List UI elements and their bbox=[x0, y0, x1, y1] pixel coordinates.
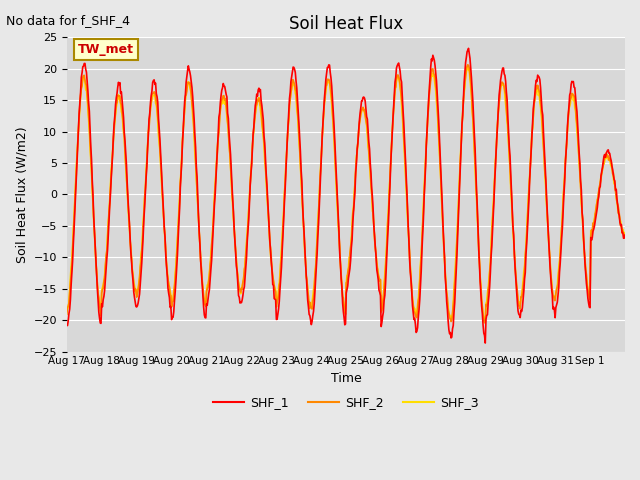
X-axis label: Time: Time bbox=[330, 372, 361, 385]
Title: Soil Heat Flux: Soil Heat Flux bbox=[289, 15, 403, 33]
Y-axis label: Soil Heat Flux (W/m2): Soil Heat Flux (W/m2) bbox=[15, 126, 28, 263]
Text: TW_met: TW_met bbox=[78, 43, 134, 56]
Legend: SHF_1, SHF_2, SHF_3: SHF_1, SHF_2, SHF_3 bbox=[208, 391, 484, 414]
Text: No data for f_SHF_4: No data for f_SHF_4 bbox=[6, 14, 131, 27]
